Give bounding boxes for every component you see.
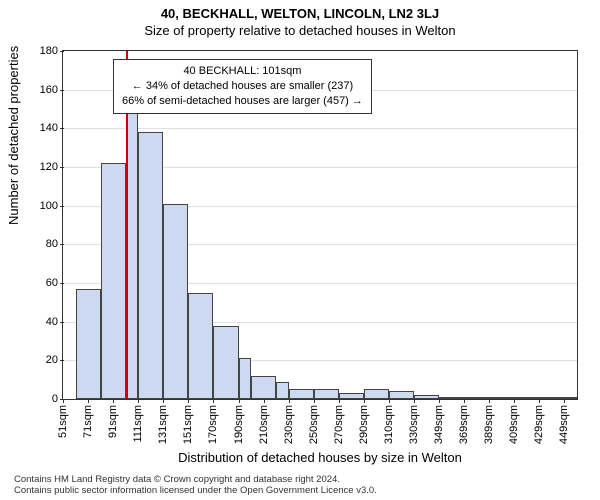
footer-line-1: Contains HM Land Registry data © Crown c… xyxy=(14,475,377,485)
x-tick-label: 290sqm xyxy=(358,399,370,444)
footer-attribution: Contains HM Land Registry data © Crown c… xyxy=(14,475,377,496)
histogram-bar xyxy=(239,358,252,399)
x-tick-label: 71sqm xyxy=(82,399,94,438)
histogram-bar xyxy=(289,389,314,399)
x-tick-label: 429sqm xyxy=(533,399,545,444)
annotation-line-1: 40 BECKHALL: 101sqm xyxy=(122,64,363,79)
histogram-bar xyxy=(276,382,289,399)
grid-line xyxy=(63,128,577,129)
x-tick-label: 250sqm xyxy=(308,399,320,444)
y-tick-label: 100 xyxy=(28,200,63,212)
x-tick-label: 51sqm xyxy=(57,399,69,438)
y-tick-label: 80 xyxy=(28,238,63,250)
x-tick-label: 409sqm xyxy=(508,399,520,444)
y-tick-label: 120 xyxy=(28,161,63,173)
x-tick-label: 230sqm xyxy=(283,399,295,444)
y-tick-label: 160 xyxy=(28,84,63,96)
x-tick-label: 151sqm xyxy=(182,399,194,444)
x-tick-label: 310sqm xyxy=(383,399,395,444)
footer-line-2: Contains public sector information licen… xyxy=(14,486,377,496)
y-tick-label: 40 xyxy=(28,316,63,328)
page-title: 40, BECKHALL, WELTON, LINCOLN, LN2 3LJ xyxy=(0,0,600,21)
histogram-bar xyxy=(364,389,389,399)
y-tick-label: 60 xyxy=(28,277,63,289)
x-tick-label: 210sqm xyxy=(258,399,270,444)
histogram-bar xyxy=(188,293,213,399)
histogram-bar xyxy=(213,326,238,399)
histogram-bar xyxy=(163,204,188,399)
x-tick-label: 349sqm xyxy=(433,399,445,444)
x-tick-label: 131sqm xyxy=(157,399,169,444)
histogram-bar xyxy=(389,391,414,399)
page-subtitle: Size of property relative to detached ho… xyxy=(0,21,600,38)
x-tick-label: 330sqm xyxy=(408,399,420,444)
x-tick-label: 449sqm xyxy=(558,399,570,444)
histogram-bar xyxy=(101,163,126,399)
annotation-line-2: ← 34% of detached houses are smaller (23… xyxy=(122,79,363,94)
histogram-bar xyxy=(251,376,276,399)
y-tick-label: 140 xyxy=(28,122,63,134)
x-axis-label: Distribution of detached houses by size … xyxy=(62,450,578,465)
x-tick-label: 170sqm xyxy=(207,399,219,444)
x-tick-label: 190sqm xyxy=(233,399,245,444)
x-tick-label: 111sqm xyxy=(132,399,144,443)
y-tick-label: 180 xyxy=(28,45,63,57)
x-tick-label: 270sqm xyxy=(333,399,345,444)
annotation-box: 40 BECKHALL: 101sqm ← 34% of detached ho… xyxy=(113,59,372,114)
x-tick-label: 389sqm xyxy=(483,399,495,444)
chart-plot-area: 40 BECKHALL: 101sqm ← 34% of detached ho… xyxy=(62,50,578,400)
histogram-bar xyxy=(314,389,339,399)
annotation-line-3: 66% of semi-detached houses are larger (… xyxy=(122,94,363,109)
histogram-bar xyxy=(138,132,163,399)
y-axis-label: Number of detached properties xyxy=(6,46,21,225)
x-tick-label: 91sqm xyxy=(107,399,119,438)
histogram-bar xyxy=(76,289,101,399)
y-tick-label: 20 xyxy=(28,354,63,366)
x-tick-label: 369sqm xyxy=(458,399,470,444)
